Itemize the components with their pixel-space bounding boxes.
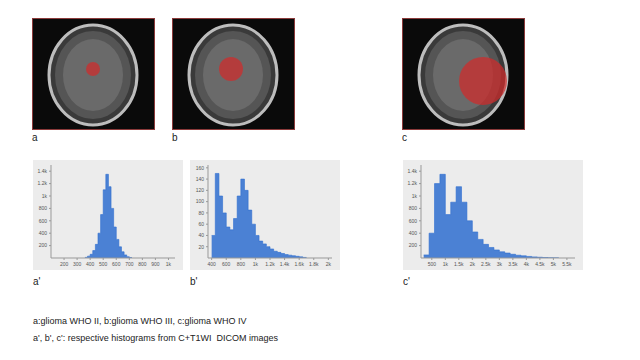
svg-text:2k: 2k bbox=[470, 261, 476, 267]
svg-text:1.2k: 1.2k bbox=[265, 261, 275, 267]
svg-text:800: 800 bbox=[138, 261, 147, 267]
svg-text:1.4k: 1.4k bbox=[38, 168, 48, 174]
svg-text:200: 200 bbox=[409, 242, 418, 248]
svg-text:1.4k: 1.4k bbox=[280, 261, 290, 267]
svg-text:600: 600 bbox=[409, 218, 418, 224]
svg-text:5.5k: 5.5k bbox=[562, 261, 572, 267]
svg-text:400: 400 bbox=[207, 261, 216, 267]
html-text:b': b' bbox=[190, 276, 198, 287]
svg-text:4.5k: 4.5k bbox=[535, 261, 545, 267]
html-text:a': a' bbox=[33, 276, 41, 287]
svg-text:100: 100 bbox=[196, 198, 205, 204]
html-text:a', b', c': respective histogr: a', b', c': respective histograms from C… bbox=[33, 333, 278, 343]
svg-text:1k: 1k bbox=[253, 261, 259, 267]
svg-text:20: 20 bbox=[198, 244, 204, 250]
svg-text:60: 60 bbox=[198, 221, 204, 227]
svg-text:80: 80 bbox=[198, 210, 204, 216]
svg-text:400: 400 bbox=[409, 230, 418, 236]
html-text:b: b bbox=[172, 132, 178, 143]
svg-text:40: 40 bbox=[198, 232, 204, 238]
svg-text:800: 800 bbox=[39, 205, 48, 211]
svg-text:1.2k: 1.2k bbox=[408, 180, 418, 186]
svg-text:300: 300 bbox=[73, 261, 82, 267]
svg-text:400: 400 bbox=[39, 230, 48, 236]
svg-text:1k: 1k bbox=[166, 261, 172, 267]
html-text:c': c' bbox=[403, 276, 410, 287]
svg-text:600: 600 bbox=[39, 218, 48, 224]
svg-text:900: 900 bbox=[151, 261, 160, 267]
svg-text:800: 800 bbox=[409, 205, 418, 211]
svg-text:1.5k: 1.5k bbox=[454, 261, 464, 267]
svg-text:1.2k: 1.2k bbox=[38, 180, 48, 186]
svg-text:700: 700 bbox=[125, 261, 134, 267]
html-text:a:glioma WHO II, b:glioma WHO: a:glioma WHO II, b:glioma WHO III, c:gli… bbox=[33, 316, 247, 326]
svg-text:2k: 2k bbox=[326, 261, 332, 267]
svg-text:1.6k: 1.6k bbox=[294, 261, 304, 267]
svg-text:5k: 5k bbox=[551, 261, 557, 267]
svg-text:2.5k: 2.5k bbox=[481, 261, 491, 267]
svg-text:160: 160 bbox=[196, 165, 205, 171]
svg-text:400: 400 bbox=[86, 261, 95, 267]
svg-text:1k: 1k bbox=[443, 261, 449, 267]
svg-text:200: 200 bbox=[60, 261, 69, 267]
svg-text:120: 120 bbox=[196, 187, 205, 193]
svg-text:600: 600 bbox=[112, 261, 121, 267]
svg-text:200: 200 bbox=[39, 242, 48, 248]
svg-text:4k: 4k bbox=[524, 261, 530, 267]
svg-text:500: 500 bbox=[99, 261, 108, 267]
svg-text:1.8k: 1.8k bbox=[309, 261, 319, 267]
svg-text:1k: 1k bbox=[412, 193, 418, 199]
svg-text:3k: 3k bbox=[497, 261, 503, 267]
svg-text:3.5k: 3.5k bbox=[508, 261, 518, 267]
svg-text:1k: 1k bbox=[42, 193, 48, 199]
svg-text:500: 500 bbox=[428, 261, 437, 267]
svg-text:600: 600 bbox=[222, 261, 231, 267]
html-text:c: c bbox=[402, 132, 407, 143]
html-text:a: a bbox=[32, 132, 38, 143]
svg-text:800: 800 bbox=[237, 261, 246, 267]
svg-text:140: 140 bbox=[196, 176, 205, 182]
svg-text:1.4k: 1.4k bbox=[408, 168, 418, 174]
